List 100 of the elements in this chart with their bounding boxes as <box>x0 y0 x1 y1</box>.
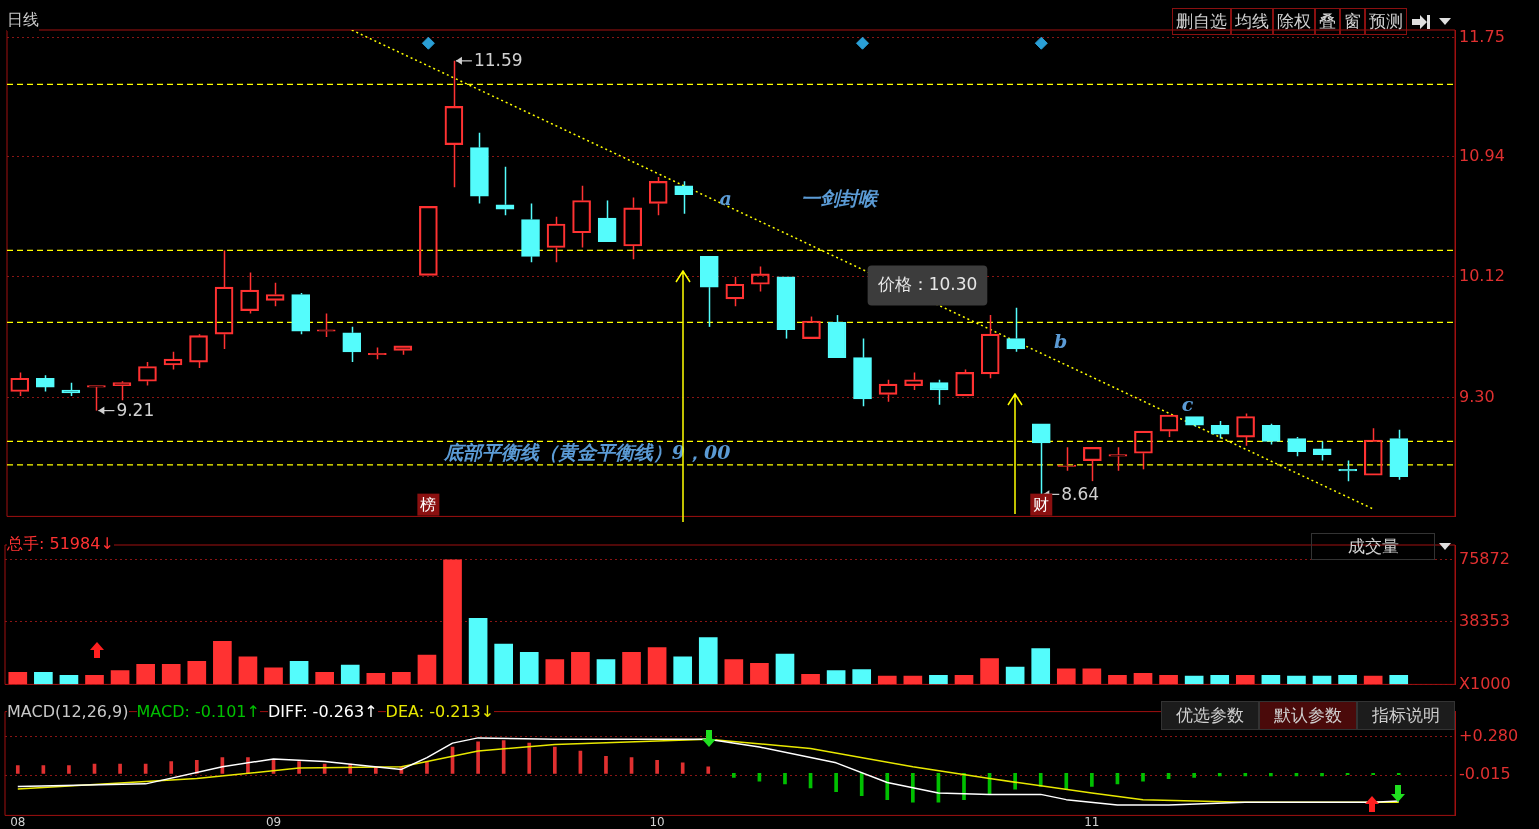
bar <box>903 675 923 685</box>
bar <box>1261 674 1281 685</box>
bar <box>501 740 506 774</box>
candlestick <box>674 180 694 215</box>
annotation: MACD: -0.101↑ <box>136 702 260 721</box>
bar <box>213 640 232 685</box>
bar <box>885 773 890 800</box>
bar <box>110 670 130 685</box>
candlestick <box>470 132 489 205</box>
bar <box>118 763 122 774</box>
x-tick-label: 10 <box>649 814 665 829</box>
annotation: 榜 <box>420 494 437 514</box>
bar <box>655 759 659 774</box>
y-tick-label: 11.75 <box>1459 26 1505 46</box>
bar <box>264 667 283 685</box>
bar <box>340 664 360 685</box>
bar <box>1192 773 1196 778</box>
annotation: 9.21 <box>116 400 155 421</box>
bar <box>1141 773 1145 782</box>
bar <box>698 637 718 685</box>
annotation: 删自选 <box>1172 8 1231 35</box>
bar <box>1056 668 1076 685</box>
annotation: 一剑封喉 <box>801 187 881 210</box>
y-tick-label: 10.12 <box>1459 266 1505 286</box>
bar <box>59 674 79 685</box>
annotation: 除权 <box>1273 8 1315 35</box>
annotation: 11.59 <box>473 50 523 71</box>
y-tick-label: 9.30 <box>1459 386 1495 406</box>
bar <box>85 674 104 685</box>
bar <box>680 762 685 774</box>
annotation: 指标说明 <box>1357 701 1455 730</box>
annotation: 优选参数 <box>1161 701 1259 730</box>
bar <box>1159 674 1178 685</box>
candlestick <box>699 255 719 328</box>
bar <box>1133 673 1153 685</box>
bar <box>724 659 744 685</box>
candlestick <box>521 202 540 263</box>
bar <box>443 559 462 685</box>
bar <box>571 651 590 685</box>
bar <box>834 773 838 793</box>
bar <box>1082 668 1102 685</box>
bar <box>604 755 608 774</box>
bar <box>425 761 429 774</box>
bar <box>750 662 769 685</box>
x-tick-label: 09 <box>265 814 282 829</box>
y-tick-label: X1000 <box>1459 673 1511 693</box>
annotation: 默认参数 <box>1259 701 1357 730</box>
bar <box>392 672 411 685</box>
annotation: 预测 <box>1365 8 1407 35</box>
bar <box>673 656 693 685</box>
bar <box>1235 674 1255 685</box>
bar <box>1005 666 1025 685</box>
candlestick <box>495 165 515 216</box>
bar <box>315 672 334 685</box>
bar <box>1269 773 1273 777</box>
bar <box>596 659 616 685</box>
bar <box>962 773 966 800</box>
bar <box>468 617 488 685</box>
bar <box>1312 675 1332 685</box>
bar <box>852 669 872 685</box>
bar <box>929 674 948 685</box>
bar <box>980 658 999 685</box>
bar <box>877 675 897 685</box>
bar <box>1064 773 1069 790</box>
bar <box>366 673 386 685</box>
y-tick-label: 38353 <box>1459 610 1510 630</box>
text: DIFF <box>267 702 303 721</box>
bar <box>1363 675 1383 685</box>
bar <box>1013 773 1017 790</box>
bar <box>34 672 53 685</box>
bar <box>954 674 974 685</box>
bar <box>1389 674 1409 685</box>
y-tick-label: 75872 <box>1459 549 1510 569</box>
annotation: : -0.213↓ <box>418 702 495 721</box>
bar <box>1210 674 1230 685</box>
annotation: 叠 <box>1315 8 1340 35</box>
ref-line-label: 价格：10.30 <box>876 273 978 294</box>
bar <box>238 656 258 685</box>
bar <box>417 654 437 685</box>
bar <box>732 773 736 778</box>
bar <box>801 673 820 685</box>
annotation: c <box>1181 393 1194 416</box>
annotation: 8.64 <box>1061 483 1100 504</box>
bar <box>1217 773 1222 777</box>
x-tick-label: 08 <box>10 814 26 829</box>
bar <box>706 766 711 774</box>
annotation: 财 <box>1033 494 1050 514</box>
annotation: b <box>1054 329 1068 352</box>
bar <box>8 672 28 685</box>
bar <box>187 661 207 685</box>
text: DEA <box>385 702 419 721</box>
annotation: 均线 <box>1231 8 1273 35</box>
bar <box>289 661 309 685</box>
bar <box>1184 675 1204 685</box>
bar <box>476 741 480 774</box>
y-tick-label: 10.94 <box>1459 145 1505 165</box>
bar <box>1243 773 1248 777</box>
annotation: 窗 <box>1340 8 1365 35</box>
chart-title: 总手: 51984↓ <box>7 534 114 555</box>
bar <box>545 659 565 685</box>
